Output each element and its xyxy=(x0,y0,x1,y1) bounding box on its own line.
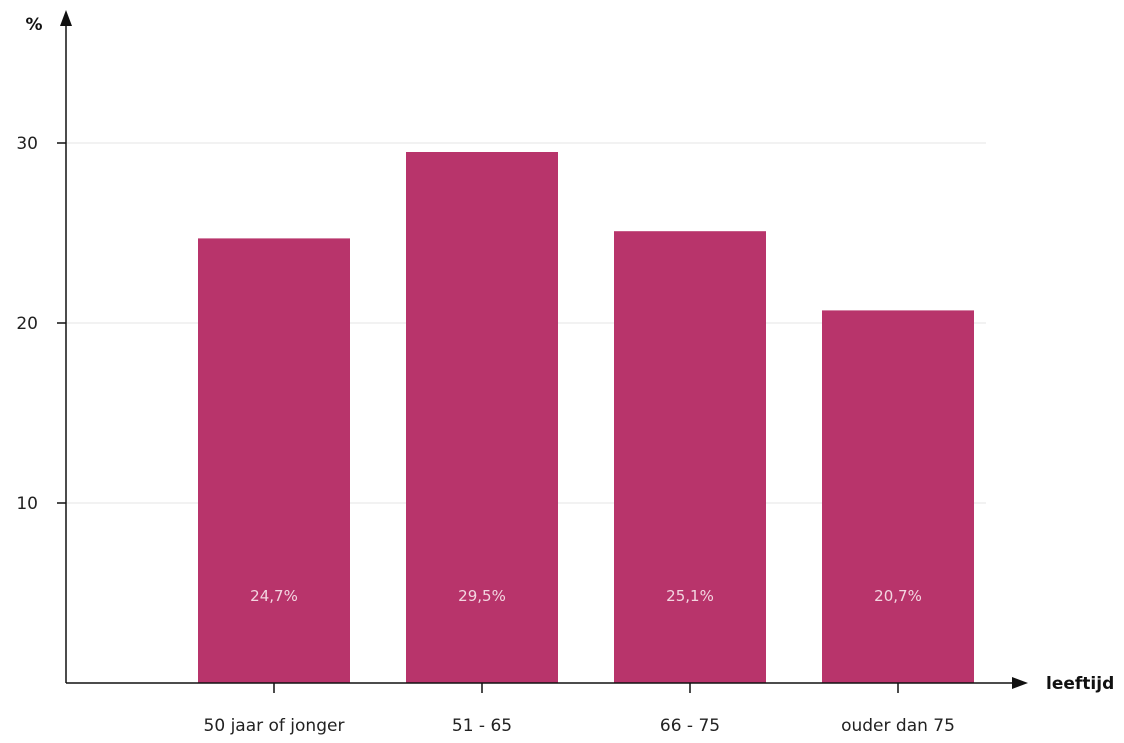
x-axis-ticks: 50 jaar of jonger 51 - 65 66 - 75 ouder dan… xyxy=(204,683,955,736)
data-label: 24,7% xyxy=(250,587,298,605)
bar xyxy=(198,238,350,683)
y-tick-label: 10 xyxy=(16,494,38,514)
x-tick-label: ouder dan 75 xyxy=(841,716,955,736)
y-axis-arrow xyxy=(60,10,72,26)
data-label: 25,1% xyxy=(666,587,714,605)
x-axis-title: leeftijd xyxy=(1046,674,1114,694)
data-label: 29,5% xyxy=(458,587,506,605)
bar xyxy=(614,231,766,683)
x-tick-label: 51 - 65 xyxy=(452,716,512,736)
bar xyxy=(822,310,974,683)
y-axis-title: % xyxy=(25,15,42,35)
x-tick-label: 50 jaar of jonger xyxy=(204,716,345,736)
x-tick-label: 66 - 75 xyxy=(660,716,720,736)
y-tick-label: 30 xyxy=(16,134,38,154)
x-axis-arrow xyxy=(1012,677,1028,689)
bars: 24,7% 29,5% 25,1% 20,7% xyxy=(198,152,974,683)
y-axis-ticks: 10 20 30 xyxy=(16,134,66,514)
y-tick-label: 20 xyxy=(16,314,38,334)
bar xyxy=(406,152,558,683)
data-label: 20,7% xyxy=(874,587,922,605)
